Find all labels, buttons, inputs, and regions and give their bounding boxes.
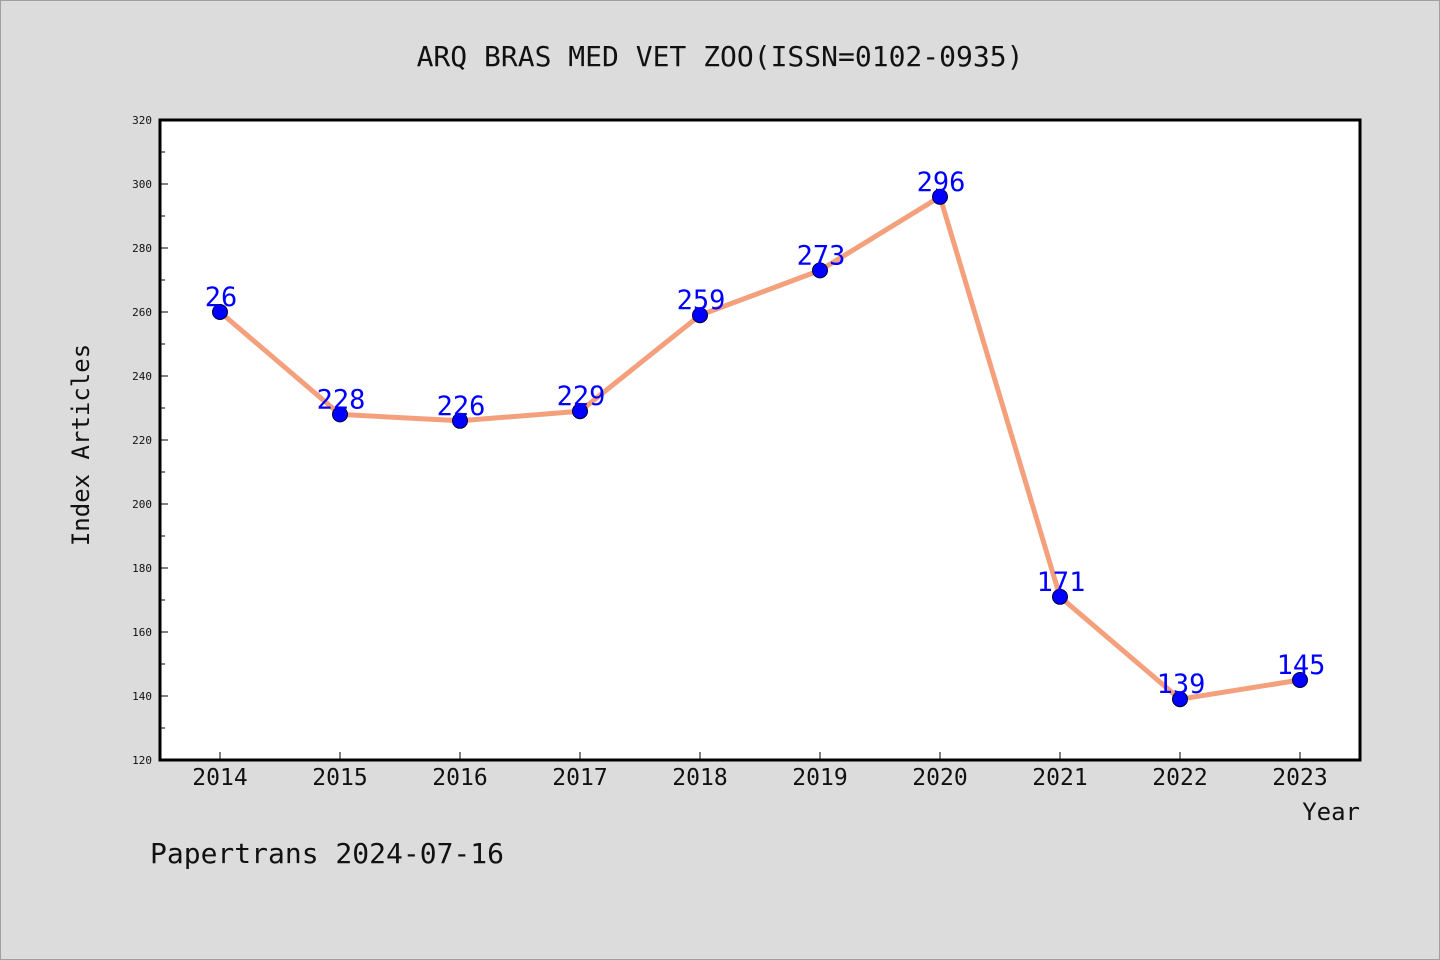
y-tick-label: 160	[132, 626, 152, 639]
chart-title: ARQ BRAS MED VET ZOO(ISSN=0102-0935)	[417, 40, 1024, 73]
data-label: 171	[1037, 567, 1086, 598]
data-label: 229	[557, 381, 606, 412]
y-tick-label: 180	[132, 562, 152, 575]
y-tick-label: 260	[132, 306, 152, 319]
data-label: 226	[437, 391, 486, 422]
series-line-group	[218, 194, 1301, 702]
x-tick-label: 2021	[1032, 765, 1087, 791]
data-point	[332, 406, 348, 423]
data-label: 26	[205, 282, 238, 313]
x-tick-label: 2014	[192, 765, 247, 791]
y-tick-label: 220	[132, 434, 152, 447]
y-tick-label: 200	[132, 498, 152, 511]
y-tick-label: 300	[132, 178, 152, 191]
x-tick-label: 2017	[552, 765, 607, 791]
x-tick-label: 2023	[1272, 765, 1327, 791]
data-points	[212, 188, 1308, 708]
data-point	[1292, 672, 1308, 688]
data-label: 296	[917, 167, 966, 198]
plot-area	[158, 118, 1362, 762]
y-tick-label: 320	[132, 114, 152, 127]
x-axis: 2014 2015 2016 2017 2018 2019 2020 2021 2022 2023	[192, 752, 1328, 791]
y-axis-label: Index Articles	[67, 344, 95, 546]
y-axis: 120 140 160 180 200 220 240 260 280 300 320	[132, 114, 168, 767]
series-line	[218, 194, 1301, 702]
y-tick-label: 240	[132, 370, 152, 383]
x-tick-label: 2016	[432, 765, 487, 791]
x-axis-label: Year	[1302, 798, 1360, 826]
data-point	[812, 262, 828, 279]
data-point	[692, 307, 708, 324]
x-tick-label: 2020	[912, 765, 967, 791]
data-point	[452, 412, 468, 429]
x-tick-label: 2019	[792, 765, 847, 791]
y-tick-label: 280	[132, 242, 152, 255]
data-point	[1172, 691, 1188, 708]
data-labels: 26 228 226 229 259 273 296 171 139 145	[205, 167, 1326, 700]
data-point	[1052, 588, 1068, 605]
data-point	[932, 188, 948, 205]
footer-text: Papertrans 2024-07-16	[150, 837, 504, 870]
data-point	[212, 304, 228, 320]
data-label: 259	[677, 285, 726, 316]
x-tick-label: 2018	[672, 765, 727, 791]
y-tick-label: 120	[132, 754, 152, 767]
x-tick-label: 2015	[312, 765, 367, 791]
x-tick-label: 2022	[1152, 765, 1207, 791]
data-point	[572, 403, 588, 420]
data-label: 273	[797, 240, 846, 271]
data-label: 145	[1277, 650, 1326, 681]
y-tick-label: 140	[132, 690, 152, 703]
data-label: 139	[1157, 669, 1206, 700]
data-label: 228	[317, 384, 366, 415]
